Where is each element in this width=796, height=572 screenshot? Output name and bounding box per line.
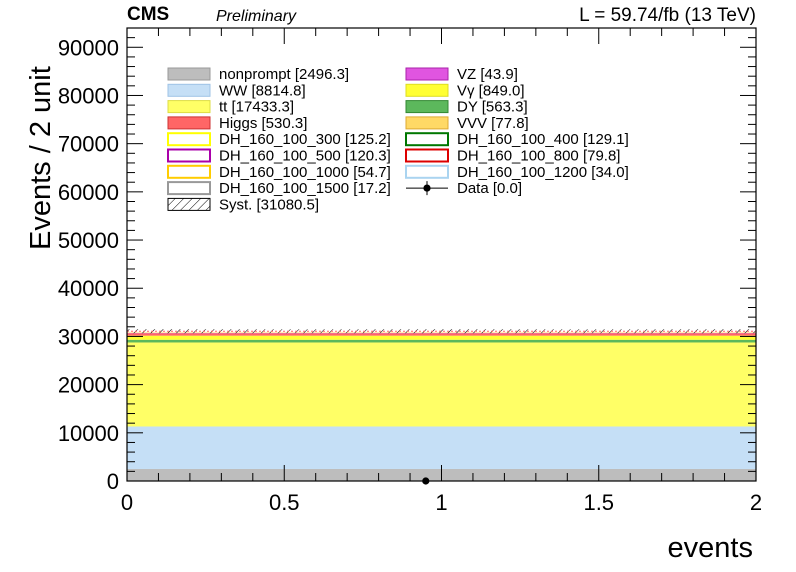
legend-label: VZ [43.9]	[457, 66, 518, 83]
y-tick-label: 50000	[58, 228, 119, 253]
stack-bar-ww	[127, 426, 756, 469]
legend-swatch	[405, 164, 449, 179]
legend-entry: VVV [77.8]	[405, 115, 529, 132]
x-tick-label: 0	[121, 490, 133, 515]
legend-label: WW [8814.8]	[219, 82, 306, 99]
legend-swatch	[167, 148, 211, 163]
x-tick-label: 1.5	[583, 490, 614, 515]
legend-swatch	[167, 164, 211, 179]
legend-entry: DH_160_100_1000 [54.7]	[167, 164, 391, 181]
y-axis-title: Events / 2 unit	[25, 66, 57, 250]
legend: nonprompt [2496.3]WW [8814.8]tt [17433.3…	[167, 66, 629, 213]
stack-bar-higgs	[127, 333, 756, 336]
y-tick-label: 80000	[58, 83, 119, 108]
legend-label: Higgs [530.3]	[219, 115, 307, 132]
legend-swatch	[167, 100, 211, 114]
stack-layer	[127, 329, 756, 481]
legend-swatch	[167, 181, 211, 196]
legend-swatch	[405, 132, 449, 147]
legend-label: VVV [77.8]	[457, 115, 529, 132]
stack-bar-dy	[127, 339, 756, 343]
legend-label: DH_160_100_1000 [54.7]	[219, 164, 391, 181]
legend-swatch	[405, 83, 449, 97]
x-axis-title: events	[668, 532, 753, 564]
y-tick-label: 30000	[58, 324, 119, 349]
legend-swatch	[405, 100, 449, 114]
preliminary-label: Preliminary	[216, 8, 297, 25]
legend-swatch	[405, 148, 449, 163]
stack-bar-v	[127, 335, 756, 340]
x-tick-label: 1	[435, 490, 447, 515]
luminosity-label: L = 59.74/fb (13 TeV)	[579, 5, 756, 26]
legend-label: DH_160_100_1200 [34.0]	[457, 164, 629, 181]
legend-entry: VZ [43.9]	[405, 66, 518, 83]
legend-marker-dot	[423, 184, 431, 192]
legend-label: DH_160_100_1500 [17.2]	[219, 180, 391, 197]
legend-entry: DY [563.3]	[405, 99, 528, 116]
legend-entry: nonprompt [2496.3]	[167, 66, 349, 83]
y-tick-label: 0	[107, 469, 119, 494]
legend-swatch	[405, 67, 449, 81]
legend-entry: DH_160_100_1200 [34.0]	[405, 164, 629, 181]
legend-entry: tt [17433.3]	[167, 99, 294, 116]
legend-entry: Data [0.0]	[406, 180, 522, 197]
legend-swatch	[167, 197, 211, 211]
y-tick-label: 40000	[58, 276, 119, 301]
legend-swatch	[167, 132, 211, 147]
legend-entry: DH_160_100_400 [129.1]	[405, 131, 629, 148]
legend-label: DH_160_100_300 [125.2]	[219, 131, 391, 148]
legend-label: DH_160_100_800 [79.8]	[457, 148, 620, 165]
legend-entry: DH_160_100_800 [79.8]	[405, 148, 620, 165]
legend-swatch	[167, 67, 211, 81]
data-point	[422, 477, 430, 485]
legend-entry: WW [8814.8]	[167, 82, 306, 99]
legend-swatch	[167, 116, 211, 130]
legend-label: DH_160_100_400 [129.1]	[457, 131, 629, 148]
legend-swatch	[405, 116, 449, 130]
y-tick-label: 90000	[58, 35, 119, 60]
stack-bar-tt	[127, 342, 756, 427]
y-tick-label: 20000	[58, 373, 119, 398]
legend-entry: DH_160_100_300 [125.2]	[167, 131, 391, 148]
legend-label: DY [563.3]	[457, 99, 528, 116]
syst-band	[127, 329, 756, 334]
legend-label: Data [0.0]	[457, 180, 522, 197]
legend-label: Syst. [31080.5]	[219, 196, 319, 213]
y-tick-label: 60000	[58, 180, 119, 205]
legend-label: tt [17433.3]	[219, 99, 294, 116]
legend-entry: Syst. [31080.5]	[167, 196, 319, 213]
legend-entry: DH_160_100_1500 [17.2]	[167, 180, 391, 197]
legend-label: nonprompt [2496.3]	[219, 66, 349, 83]
y-tick-label: 10000	[58, 421, 119, 446]
axis-layer: 0 10000 20000 30000 40000 50000 60000 70000 8000…	[58, 27, 762, 515]
x-tick-label: 0.5	[269, 490, 300, 515]
legend-entry: Vγ [849.0]	[405, 82, 525, 99]
data-layer	[422, 477, 430, 485]
legend-label: Vγ [849.0]	[457, 82, 525, 99]
legend-label: DH_160_100_500 [120.3]	[219, 148, 391, 165]
legend-swatch	[167, 83, 211, 97]
legend-entry: Higgs [530.3]	[167, 115, 307, 132]
legend-entry: DH_160_100_500 [120.3]	[167, 148, 391, 165]
y-tick-label: 70000	[58, 132, 119, 157]
cms-label: CMS	[127, 4, 169, 25]
x-tick-label: 2	[750, 490, 762, 515]
